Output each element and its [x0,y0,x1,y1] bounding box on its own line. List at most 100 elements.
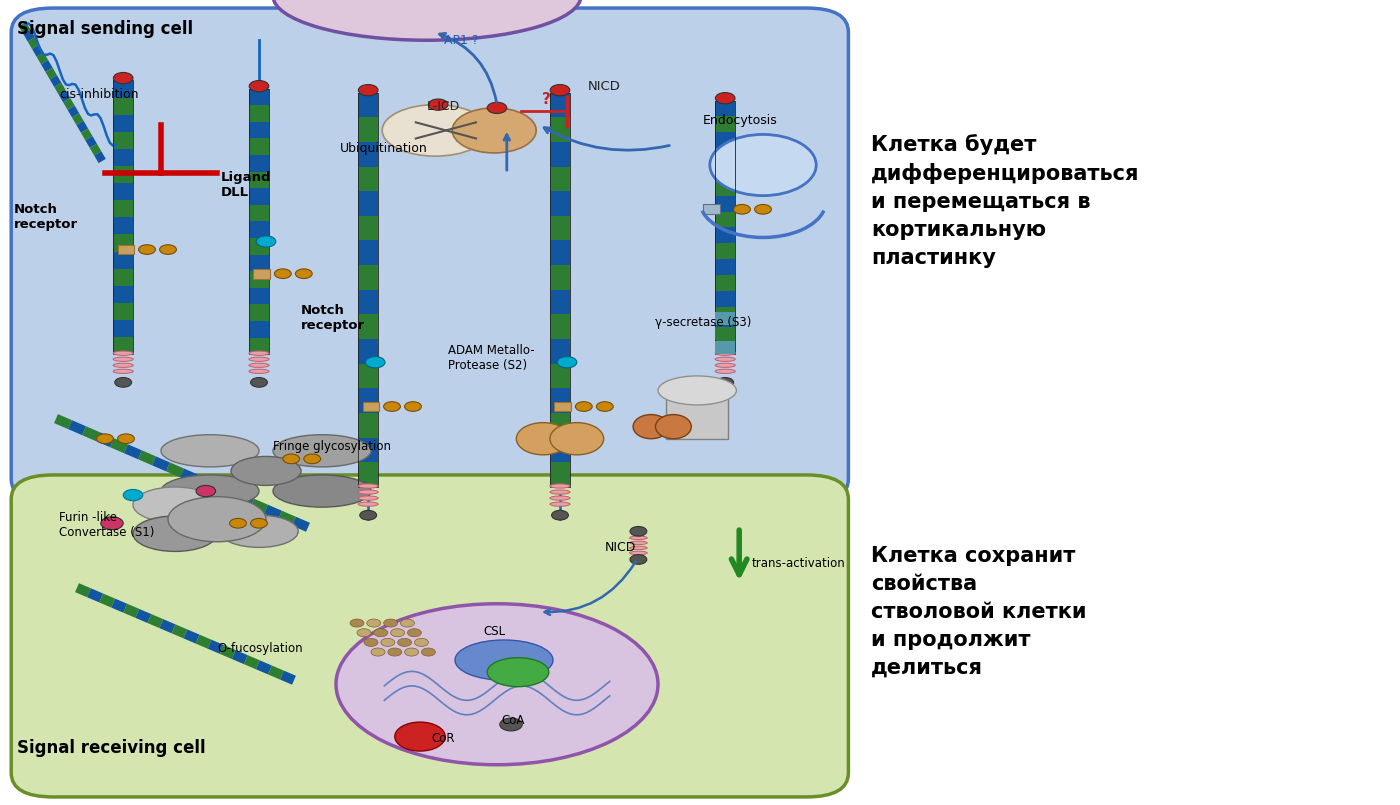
Bar [358,315,378,339]
Text: CoA: CoA [501,714,525,727]
Bar [358,142,378,167]
Circle shape [421,648,435,656]
Circle shape [160,245,176,254]
Bar [249,337,269,354]
Bar [358,93,378,487]
Ellipse shape [161,475,259,507]
Circle shape [374,629,388,637]
Ellipse shape [273,475,371,507]
Ellipse shape [113,357,133,361]
Ellipse shape [715,369,735,374]
Bar [550,118,570,142]
Bar [550,191,570,216]
Bar [715,132,735,148]
Bar [113,337,133,354]
Circle shape [630,526,647,536]
Ellipse shape [249,369,269,374]
Circle shape [371,648,385,656]
Circle shape [274,269,291,279]
Bar [715,312,735,325]
Circle shape [113,72,133,84]
FancyBboxPatch shape [11,8,848,503]
Bar [113,132,133,149]
Bar [715,259,735,275]
Ellipse shape [630,536,647,539]
Circle shape [139,245,155,254]
Circle shape [405,648,419,656]
Text: Signal receiving cell: Signal receiving cell [17,739,206,757]
Text: NICD: NICD [588,80,620,93]
Bar [550,389,570,413]
Bar [249,221,269,238]
Bar [113,80,133,97]
Circle shape [230,518,246,528]
Bar [358,167,378,192]
Ellipse shape [630,541,647,545]
Ellipse shape [382,105,489,156]
Ellipse shape [517,423,570,455]
Ellipse shape [249,357,269,361]
Circle shape [487,102,507,114]
Text: Notch
receptor: Notch receptor [14,204,78,231]
Text: ADAM Metallo-
Protease (S2): ADAM Metallo- Protease (S2) [448,345,535,372]
Bar [249,304,269,321]
Bar [253,269,270,279]
Circle shape [123,489,143,501]
Text: trans-activation: trans-activation [752,557,846,570]
Bar [715,180,735,196]
Circle shape [283,454,300,464]
Text: Клетка сохранит
свойства
стволовой клетки
и продолжит
делиться: Клетка сохранит свойства стволовой клетк… [871,546,1086,678]
Text: NICD: NICD [605,541,636,554]
Circle shape [115,378,132,387]
Ellipse shape [358,490,378,494]
Bar [113,320,133,337]
Circle shape [715,93,735,104]
Ellipse shape [630,546,647,550]
Bar [358,413,378,438]
Bar [550,315,570,339]
Circle shape [500,718,522,731]
Ellipse shape [715,363,735,367]
Circle shape [388,648,402,656]
Circle shape [755,204,771,214]
Circle shape [407,629,421,637]
Bar [249,171,269,188]
Bar [249,254,269,271]
Circle shape [710,134,816,196]
Bar [249,89,269,105]
Circle shape [364,638,378,646]
Bar [113,184,133,200]
Bar [666,394,728,439]
Bar [249,287,269,304]
Bar [550,413,570,438]
Ellipse shape [113,369,133,374]
Bar [715,101,735,117]
Bar [113,234,133,251]
Bar [113,149,133,166]
Bar [113,97,133,114]
Bar [113,217,133,234]
Text: γ-secretase (S3): γ-secretase (S3) [655,316,752,328]
Circle shape [304,454,321,464]
Bar [113,286,133,303]
Bar [358,216,378,241]
Bar [358,290,378,315]
Bar [249,89,269,354]
Circle shape [384,619,398,627]
Ellipse shape [550,490,570,494]
Ellipse shape [113,351,133,355]
Bar [249,122,269,138]
Circle shape [717,378,734,387]
Bar [715,148,735,164]
Bar [715,341,735,354]
Bar [113,166,133,184]
Bar [249,155,269,171]
Bar [249,138,269,155]
Bar [550,93,570,487]
Text: Notch
receptor: Notch receptor [301,304,365,332]
Bar [550,438,570,462]
Bar [715,275,735,291]
Circle shape [557,357,577,368]
Circle shape [365,357,385,368]
Bar [715,117,735,132]
